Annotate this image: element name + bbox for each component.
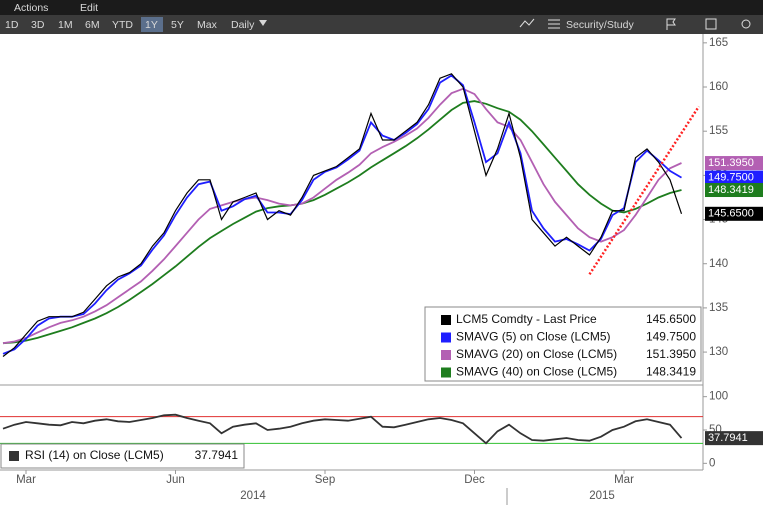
y-tick-label: 155 <box>709 125 728 137</box>
last-value-tag <box>705 431 763 446</box>
frequency-button[interactable]: Daily <box>231 19 255 31</box>
legend-label: LCM5 Comdty - Last Price <box>456 312 597 326</box>
last-value-label: 148.3419 <box>708 184 754 196</box>
range-button[interactable]: 1M <box>58 19 73 31</box>
series-line <box>2 73 683 357</box>
legend-swatch <box>441 367 451 378</box>
legend-swatch <box>441 332 451 343</box>
menu-item[interactable]: Actions <box>14 2 48 14</box>
y-tick-label: 135 <box>709 302 728 314</box>
series-line <box>2 100 682 345</box>
x-tick-label: Mar <box>614 474 634 486</box>
last-value-tag <box>705 183 763 198</box>
legend-label: RSI (14) on Close (LCM5) <box>25 448 164 462</box>
y-tick-label: 160 <box>709 81 728 93</box>
dropdown-arrow[interactable] <box>259 20 267 26</box>
legend-swatch <box>441 350 451 360</box>
legend-swatch <box>441 315 451 325</box>
legend-value: 145.6500 <box>646 312 696 326</box>
flag-icon[interactable] <box>666 18 676 30</box>
range-button[interactable]: 1Y <box>145 19 158 31</box>
legend-value: 149.7500 <box>646 330 696 344</box>
legend-label: SMAVG (5) on Close (LCM5) <box>456 330 610 344</box>
x-tick-label: Sep <box>315 474 335 486</box>
series-line <box>2 413 683 445</box>
active-range <box>141 17 163 32</box>
x-tick-label: Dec <box>464 474 485 486</box>
legend-box <box>424 306 702 382</box>
legend-value: 37.7941 <box>195 448 239 462</box>
last-value-label: 145.6500 <box>708 208 754 220</box>
y-tick-label: 0 <box>709 457 715 469</box>
settings-icon[interactable] <box>741 19 751 29</box>
last-value-label: 37.7941 <box>708 432 748 444</box>
legend-value: 148.3419 <box>646 365 696 379</box>
x-tick-label: Jun <box>166 474 185 486</box>
last-value-tag <box>705 156 763 171</box>
last-value-tag <box>705 170 763 185</box>
last-value-tag <box>705 206 763 221</box>
range-button[interactable]: 6M <box>85 19 100 31</box>
legend-label: SMAVG (40) on Close (LCM5) <box>456 365 617 379</box>
range-button[interactable]: 1D <box>5 19 19 31</box>
menu-item[interactable]: Edit <box>80 2 98 14</box>
chart-icon[interactable] <box>519 18 535 28</box>
toolbar-icons <box>519 18 751 30</box>
x-group-label: 2015 <box>589 490 615 502</box>
range-button[interactable]: 3D <box>31 19 45 31</box>
y-tick-label: 165 <box>709 37 728 49</box>
x-tick-label: Mar <box>16 474 36 486</box>
y-tick-label: 100 <box>709 391 728 403</box>
last-value-label: 151.3950 <box>708 157 754 169</box>
legend-label: SMAVG (20) on Close (LCM5) <box>456 347 617 361</box>
last-value-label: 149.7500 <box>708 171 754 183</box>
legend-value: 151.3950 <box>646 347 696 361</box>
toolbar <box>0 15 763 34</box>
y-tick-label: 130 <box>709 346 728 358</box>
study-button[interactable]: Security/Study <box>566 19 634 31</box>
menu-bar <box>0 0 763 15</box>
y-tick-label: 140 <box>709 258 728 270</box>
edit-icon[interactable] <box>705 18 717 30</box>
plot-background <box>0 34 763 505</box>
trendline <box>588 105 700 275</box>
legend-swatch <box>9 451 19 461</box>
series-line <box>2 87 682 345</box>
range-button[interactable]: Max <box>197 19 218 31</box>
series-line <box>2 74 682 355</box>
x-group-label: 2014 <box>240 490 266 502</box>
legend-box <box>0 443 245 469</box>
range-button[interactable]: 5Y <box>171 19 184 31</box>
range-button[interactable]: YTD <box>112 19 133 31</box>
